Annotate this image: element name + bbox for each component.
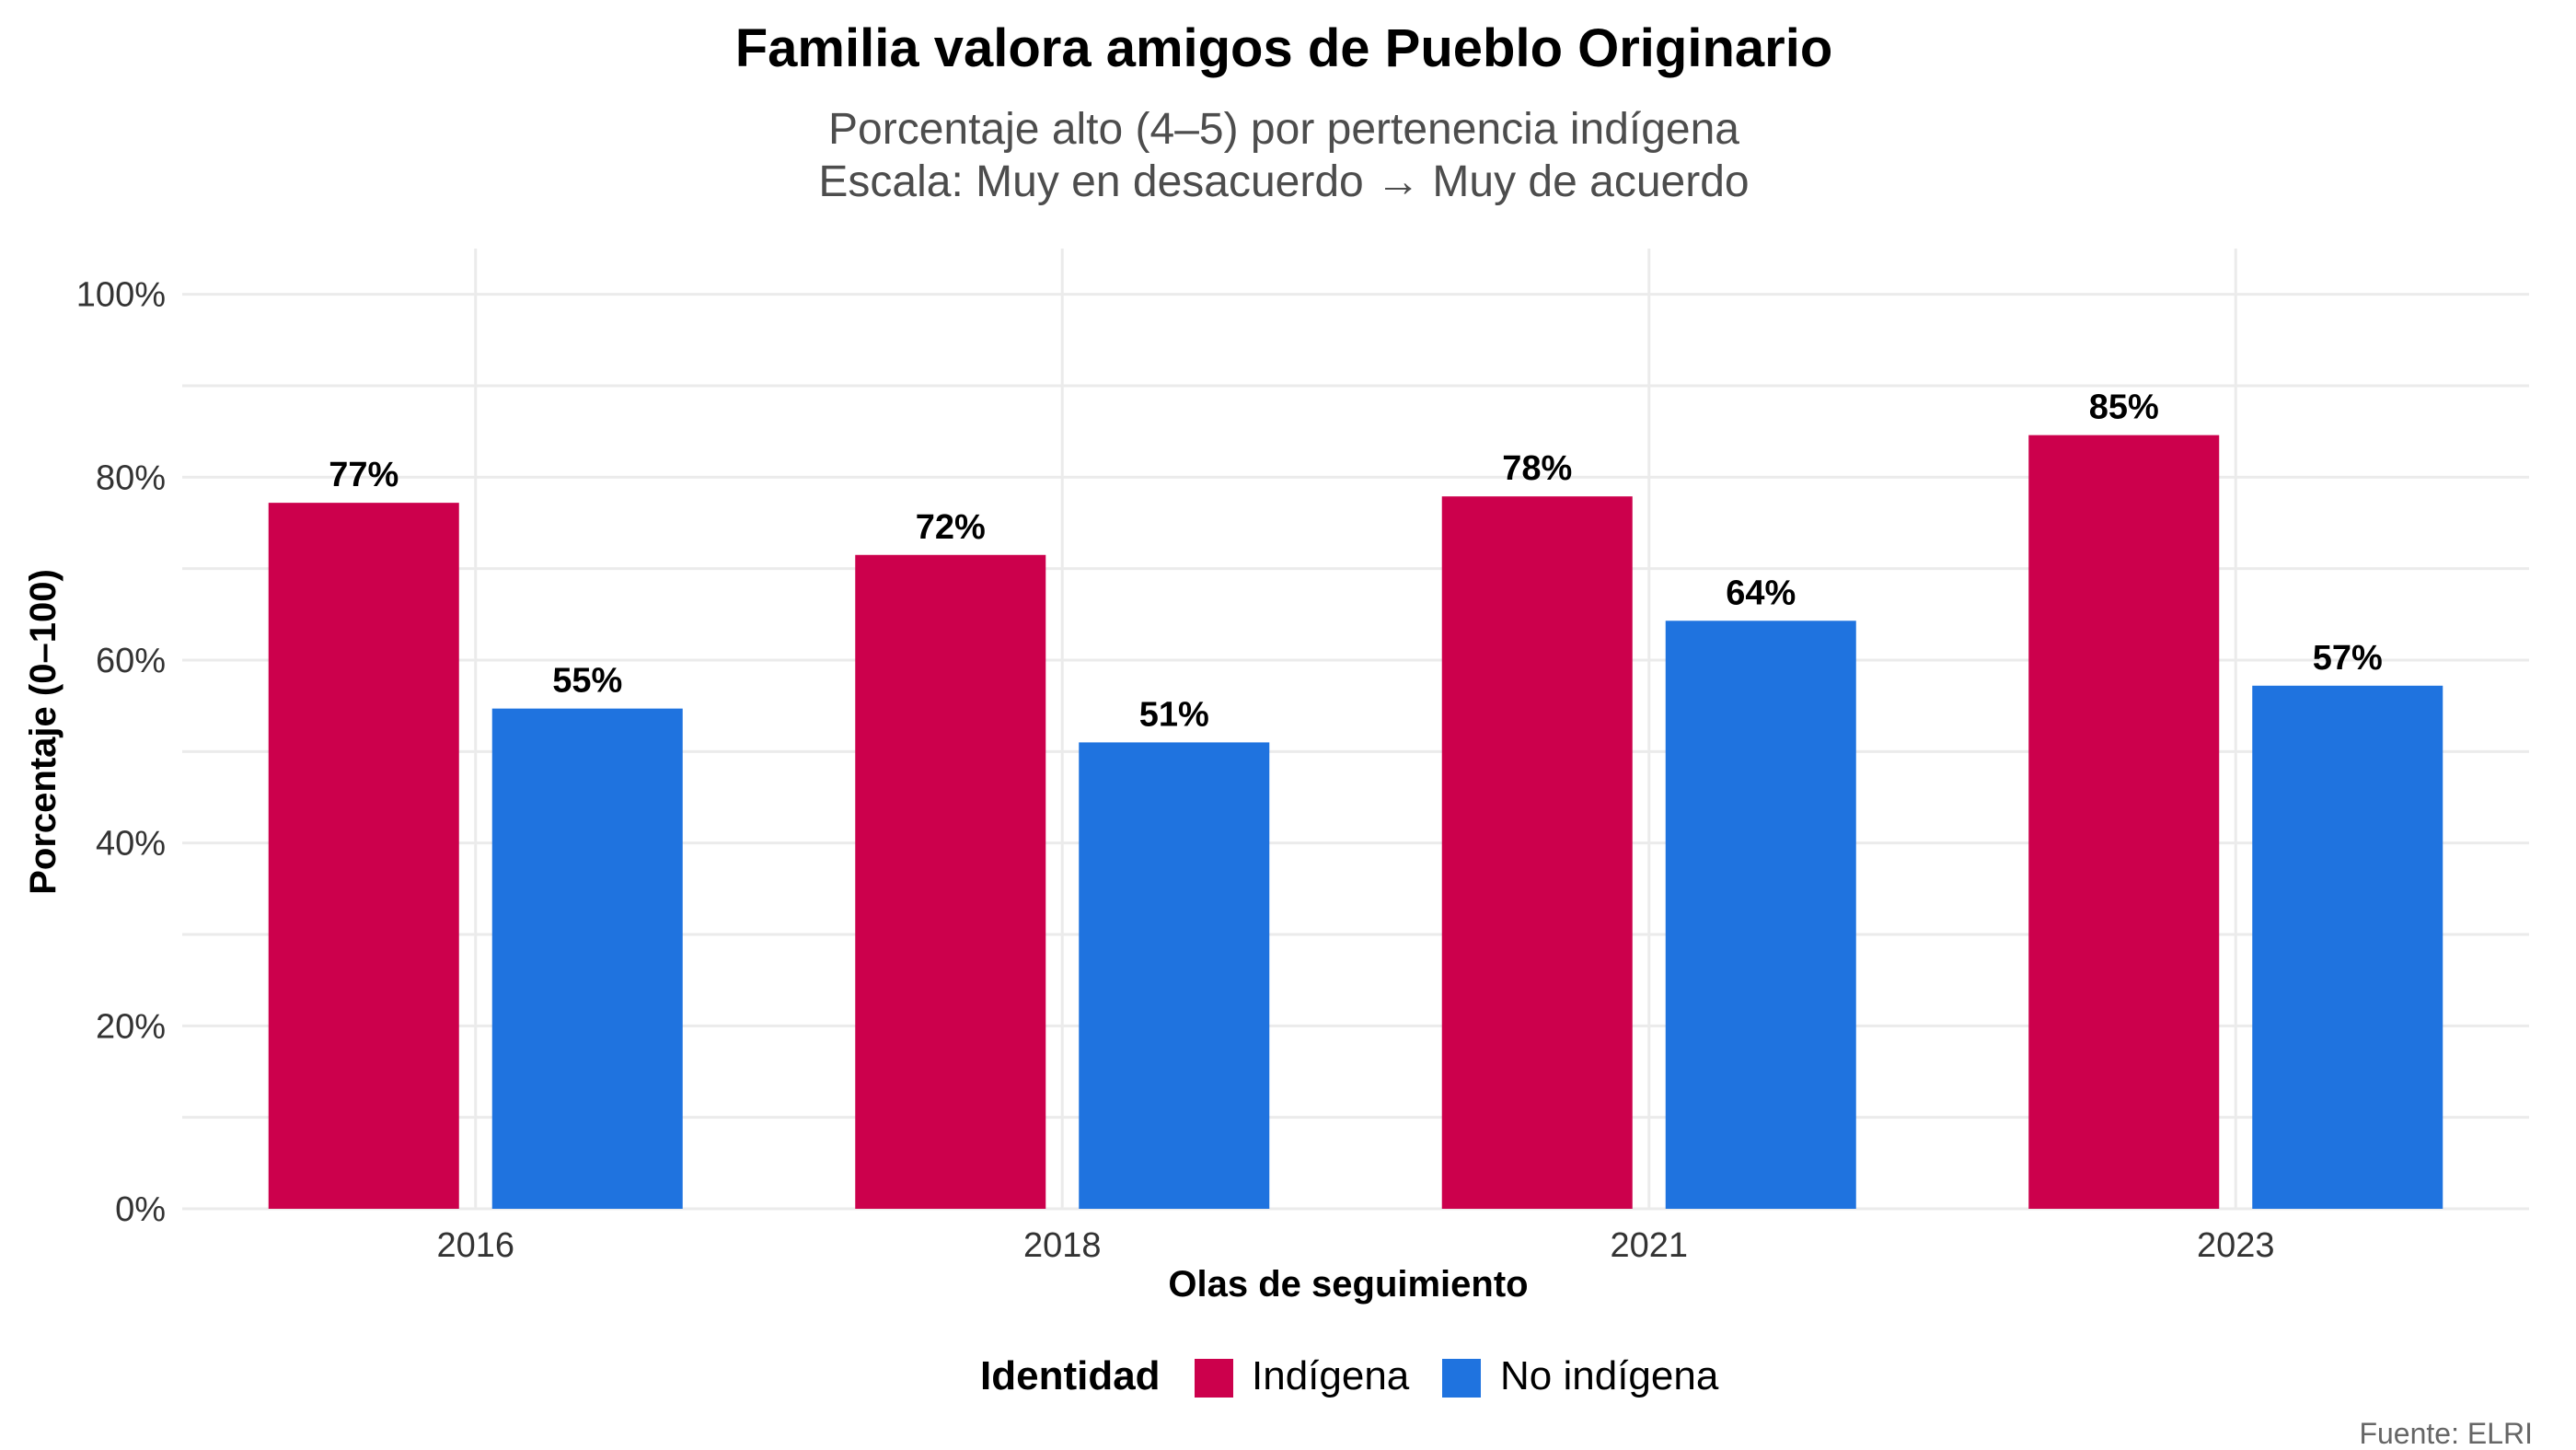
bar-indigena-2018	[855, 554, 1046, 1209]
data-label-indigena-2018: 72%	[916, 508, 986, 547]
bar-no-indigena-2021	[1665, 621, 1856, 1209]
bar-indigena-2023	[2028, 435, 2220, 1209]
bars	[268, 435, 2443, 1209]
x-tick-label: 2023	[2197, 1226, 2275, 1265]
y-tick-label: 20%	[96, 1007, 166, 1046]
data-label-indigena-2021: 78%	[1502, 449, 1572, 488]
caption-source: Fuente: ELRI	[2359, 1417, 2533, 1450]
bar-no-indigena-2016	[491, 708, 683, 1209]
y-tick-label: 40%	[96, 825, 166, 864]
x-tick-label: 2016	[436, 1226, 514, 1265]
x-axis-title: Olas de seguimiento	[1168, 1264, 1528, 1305]
chart-title: Familia valora amigos de Pueblo Originar…	[735, 18, 1833, 78]
data-label-no-indigena-2023: 57%	[2313, 639, 2383, 678]
y-axis-ticks: 0% 20% 40% 60% 80% 100%	[76, 276, 166, 1229]
legend-title: Identidad	[980, 1353, 1161, 1398]
y-tick-label: 80%	[96, 458, 166, 497]
x-tick-label: 2018	[1023, 1226, 1102, 1265]
chart-subtitle-line-2: Escala: Muy en desacuerdo → Muy de acuer…	[818, 157, 1749, 206]
bar-indigena-2016	[268, 503, 459, 1209]
data-label-no-indigena-2016: 55%	[552, 662, 622, 701]
bar-no-indigena-2018	[1079, 742, 1270, 1209]
x-axis-ticks: 2016 2018 2021 2023	[436, 1226, 2274, 1265]
legend-swatch-indigena	[1195, 1359, 1233, 1398]
data-labels: 77% 72% 78% 85% 55% 51% 64% 57%	[329, 389, 2383, 735]
chart-subtitle-line-1: Porcentaje alto (4–5) por pertenencia in…	[828, 105, 1739, 154]
legend-label-no-indigena: No indígena	[1500, 1353, 1719, 1398]
data-label-no-indigena-2021: 64%	[1726, 574, 1796, 612]
legend-label-indigena: Indígena	[1252, 1353, 1410, 1398]
y-tick-label: 100%	[76, 276, 166, 315]
data-label-no-indigena-2018: 51%	[1139, 695, 1209, 734]
y-axis-title: Porcentaje (0–100)	[23, 569, 64, 895]
y-tick-label: 0%	[115, 1190, 166, 1229]
data-label-indigena-2016: 77%	[329, 456, 399, 494]
legend: Identidad Indígena No indígena	[980, 1353, 1719, 1398]
bar-no-indigena-2023	[2252, 685, 2443, 1209]
bar-indigena-2021	[1441, 496, 1633, 1209]
y-tick-label: 60%	[96, 642, 166, 680]
x-tick-label: 2021	[1610, 1226, 1688, 1265]
data-label-indigena-2023: 85%	[2089, 389, 2159, 427]
legend-swatch-no-indigena	[1442, 1359, 1481, 1398]
